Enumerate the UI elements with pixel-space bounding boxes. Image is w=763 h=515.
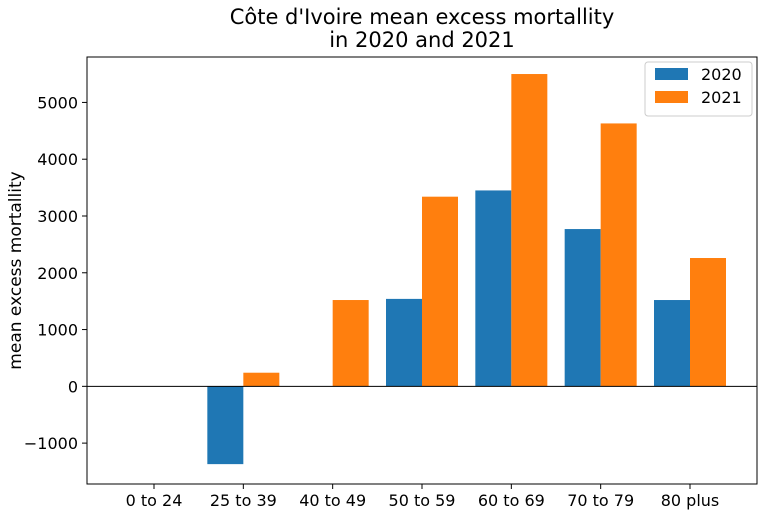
bar-2021-4 [511,74,548,387]
x-tick-label-2: 40 to 49 [299,491,366,510]
y-tick-label-2: 1000 [37,321,78,340]
plot-frame [86,56,758,485]
y-tick-label-0: −1000 [24,434,78,453]
bar-2020-5 [564,229,601,387]
bars-group [207,74,726,465]
bar-2021-3 [422,196,458,387]
legend-label-2021: 2021 [701,88,742,107]
y-tick-label-1: 0 [68,377,78,396]
bar-2020-3 [386,298,422,387]
bar-2020-1 [207,386,244,465]
y-axis-ticks: −1000 0 1000 2000 3000 4000 5000 [24,93,87,453]
x-tick-label-0: 0 to 24 [126,491,183,510]
legend-swatch-2020 [655,68,688,80]
y-tick-label-6: 5000 [37,93,78,112]
y-tick-label-4: 3000 [37,207,78,226]
chart-title-line-1: Côte d'Ivoire mean excess mortallity [230,5,615,29]
legend-swatch-2021 [655,91,688,103]
bar-2021-2 [332,300,369,387]
bar-2020-6 [654,300,690,387]
bar-2021-5 [600,123,637,387]
bar-2020-4 [475,190,512,387]
x-tick-label-3: 50 to 59 [389,491,456,510]
y-tick-label-3: 2000 [37,264,78,283]
chart-title-line-2: in 2020 and 2021 [329,28,515,52]
x-axis-ticks: 0 to 24 25 to 39 40 to 49 50 to 59 60 to 69 7… [126,484,720,510]
x-tick-label-6: 80 plus [661,491,720,510]
bar-2021-1 [243,372,280,387]
bar-2021-6 [690,258,726,387]
y-tick-label-5: 4000 [37,150,78,169]
y-axis-label: mean excess mortallity [6,171,26,369]
x-tick-label-1: 25 to 39 [210,491,277,510]
legend: 2020 2021 [644,61,753,117]
x-tick-label-4: 60 to 69 [478,491,545,510]
legend-label-2020: 2020 [701,65,742,84]
x-tick-label-5: 70 to 79 [567,491,634,510]
